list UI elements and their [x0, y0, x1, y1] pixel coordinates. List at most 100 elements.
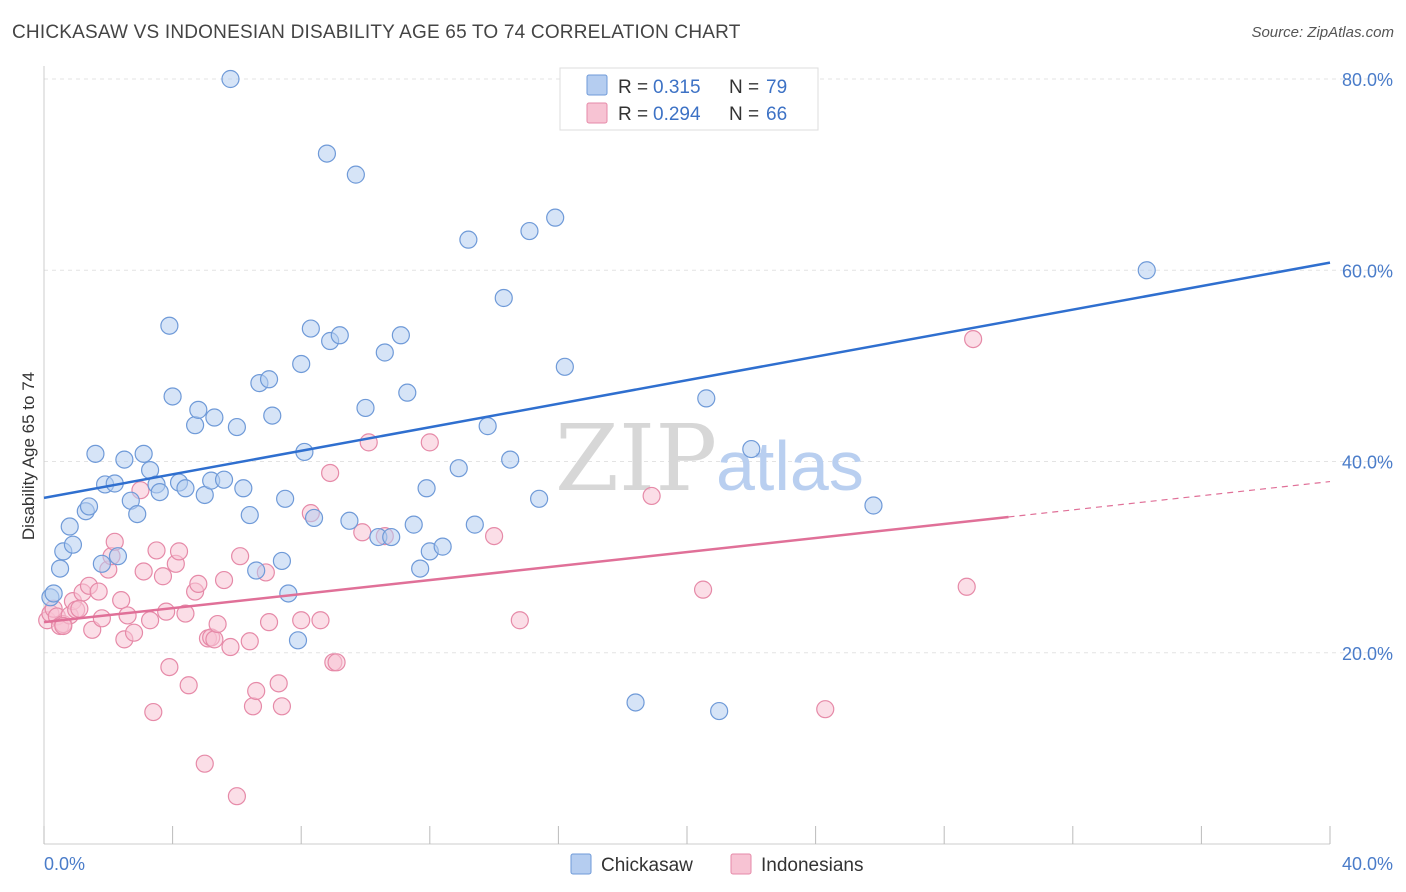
chickasaw-point-25 [189, 400, 208, 419]
chickasaw-point-50 [346, 165, 365, 184]
y-tick-label-2: 60.0% [1342, 261, 1393, 281]
indonesian-point-45 [243, 697, 263, 716]
chickasaw-point-16 [134, 444, 153, 463]
chickasaw-point-59 [417, 479, 436, 498]
indonesian-trend-line [43, 515, 1009, 624]
chickasaw-point-55 [391, 326, 410, 345]
bottom-legend-chickasaw: Chickasaw [601, 855, 693, 876]
chickasaw-point-57 [404, 515, 423, 534]
indonesian-point-53 [311, 611, 330, 630]
chickasaw-point-19 [150, 483, 169, 502]
indonesian-point-31 [176, 604, 195, 623]
legend-n-value-chickasaw: 79 [766, 77, 787, 98]
y-tick-label-3: 80.0% [1342, 70, 1393, 90]
chickasaw-point-32 [234, 479, 253, 498]
legend-r-label-indonesians: R = [618, 104, 648, 125]
chickasaw-point-61 [433, 537, 452, 556]
chickasaw-point-7 [79, 497, 99, 516]
chickasaw-point-13 [115, 450, 134, 469]
indonesian-point-60 [420, 433, 439, 452]
bottom-legend-indonesians: Indonesians [761, 855, 863, 876]
grid-lines [44, 78, 1392, 654]
chickasaw-point-30 [221, 69, 240, 89]
chickasaw-point-51 [356, 398, 375, 418]
trend-lines [43, 261, 1331, 624]
indonesian-point-66 [957, 577, 976, 596]
chickasaw-point-48 [330, 326, 349, 345]
chickasaw-point-29 [214, 470, 234, 489]
chickasaw-point-73 [697, 389, 716, 408]
indonesian-point-50 [272, 697, 292, 716]
chickasaw-point-76 [742, 439, 761, 459]
chickasaw-point-53 [375, 343, 394, 362]
indonesian-point-41 [221, 637, 240, 657]
chickasaw-point-58 [411, 559, 430, 578]
chickasaw-point-38 [272, 551, 292, 571]
watermark: ZIP atlas [555, 405, 864, 512]
indonesian-point-19 [118, 606, 137, 625]
indonesian-point-39 [208, 614, 227, 634]
y-tick-label-1: 40.0% [1342, 453, 1393, 473]
chickasaw-point-37 [263, 406, 282, 425]
watermark-zip: ZIP [555, 405, 717, 512]
indonesian-point-26 [153, 567, 173, 586]
legend-box: R = 0.315 N = 79 R = 0.294 N = 66 [559, 67, 819, 131]
chickasaw-point-5 [63, 535, 83, 554]
indonesian-point-67 [816, 700, 835, 719]
chickasaw-point-70 [546, 208, 565, 227]
indonesian-point-44 [240, 632, 259, 651]
indonesian-point-51 [292, 611, 311, 630]
legend-n-label-chickasaw: N = [729, 77, 759, 98]
chickasaw-point-1 [44, 584, 63, 603]
indonesian-point-38 [205, 630, 224, 649]
chickasaw-point-65 [478, 417, 497, 436]
indonesian-point-20 [124, 623, 144, 642]
chickasaw-point-9 [92, 554, 111, 573]
bottom-legend: Chickasaw Indonesians [570, 853, 863, 876]
chickasaw-point-49 [340, 511, 359, 530]
indonesian-trend-extension [1008, 480, 1331, 518]
chickasaw-point-44 [301, 319, 320, 338]
indonesian-point-32 [179, 676, 198, 695]
chickasaw-point-67 [501, 450, 520, 469]
chickasaw-point-63 [459, 230, 478, 249]
chickasaw-point-79 [1137, 261, 1156, 280]
chickasaw-points [41, 69, 1156, 721]
chickasaw-point-62 [449, 459, 468, 478]
chickasaw-point-33 [240, 505, 259, 525]
legend-r-label-chickasaw: R = [618, 77, 648, 98]
chickasaw-point-2 [50, 559, 70, 578]
indonesian-point-63 [642, 486, 661, 506]
chickasaw-point-12 [108, 547, 128, 566]
chickasaw-point-46 [317, 144, 337, 163]
chickasaw-point-24 [186, 416, 205, 435]
indonesian-point-12 [89, 582, 108, 601]
chickasaw-point-36 [259, 370, 279, 389]
indonesian-point-27 [157, 602, 176, 621]
x-tick-label-0: 0.0% [44, 854, 85, 874]
chickasaw-point-31 [227, 417, 246, 437]
axes [43, 66, 1331, 845]
indonesian-point-35 [195, 754, 214, 773]
chickasaw-point-41 [288, 631, 308, 650]
indonesian-point-23 [140, 611, 160, 630]
chickasaw-point-68 [520, 221, 539, 241]
bottom-legend-swatch-indonesians [730, 853, 752, 875]
chickasaw-point-28 [205, 408, 224, 427]
chart-title: CHICKASAW VS INDONESIAN DISABILITY AGE 6… [12, 22, 741, 43]
legend-n-value-indonesians: 66 [766, 104, 787, 125]
chickasaw-point-20 [160, 316, 179, 335]
indonesian-point-46 [247, 681, 266, 701]
indonesian-point-34 [189, 574, 208, 594]
indonesian-point-17 [112, 591, 131, 610]
chickasaw-point-54 [382, 527, 401, 547]
legend-r-value-chickasaw: 0.315 [653, 77, 701, 98]
indonesian-point-61 [485, 526, 504, 546]
chickasaw-point-34 [247, 561, 266, 580]
chickasaw-point-8 [86, 444, 105, 463]
indonesian-point-13 [92, 609, 111, 628]
legend-swatch-indonesians [586, 102, 608, 124]
chickasaw-point-39 [276, 489, 295, 508]
bottom-legend-swatch-chickasaw [570, 853, 592, 875]
